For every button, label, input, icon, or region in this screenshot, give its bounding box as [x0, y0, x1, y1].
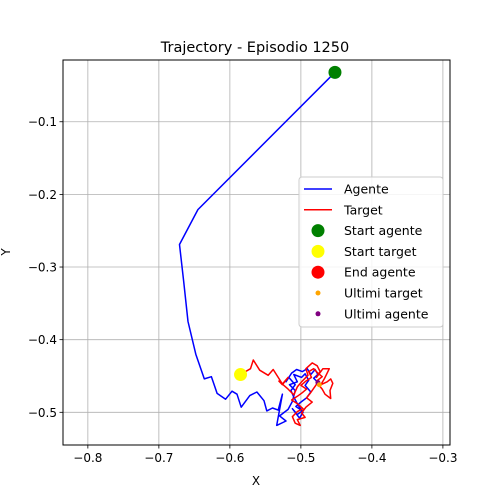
legend-label-end-agente: End agente	[344, 265, 416, 280]
legend-swatch-start-agente	[311, 224, 325, 238]
x-tick-label: −0.3	[428, 451, 457, 465]
legend-label-agente: Agente	[344, 182, 389, 197]
ultimi-target-marker	[316, 382, 322, 388]
chart-title: Trajectory - Episodio 1250	[160, 40, 349, 56]
legend-swatch-start-target	[311, 244, 325, 258]
legend-label-ultimi-target: Ultimi target	[344, 286, 423, 301]
x-tick-label: −0.7	[144, 451, 173, 465]
start-agente-marker	[328, 65, 342, 79]
legend-swatch-end-agente	[311, 265, 325, 279]
y-tick-label: −0.2	[28, 188, 57, 202]
grid-lines	[63, 60, 450, 445]
plot-frame	[62, 59, 451, 446]
plot-content	[178, 65, 342, 427]
legend-label-ultimi-agente: Ultimi agente	[344, 306, 429, 321]
x-tick-label: −0.8	[73, 451, 102, 465]
y-tick-label: −0.3	[28, 261, 57, 275]
start-target-marker	[234, 368, 248, 382]
legend-label-target: Target	[343, 202, 383, 217]
legend: Agente Target Start agente Start target End …	[298, 176, 444, 328]
legend-box	[298, 176, 444, 328]
agente-trajectory-line	[178, 71, 336, 427]
legend-label-start-target: Start target	[344, 244, 417, 259]
legend-swatch-ultimi-agente	[315, 311, 321, 317]
y-tick-label: −0.1	[28, 115, 57, 129]
x-tick-label: −0.4	[357, 451, 386, 465]
legend-label-start-agente: Start agente	[344, 223, 423, 238]
axis-ticks: −0.8 −0.7 −0.6 −0.5 −0.4 −0.3 −0.1 −0.2 −0.3 −0.4…	[28, 115, 458, 465]
target-trajectory-line	[240, 359, 334, 427]
y-tick-label: −0.5	[28, 406, 57, 420]
y-axis-label: Y	[0, 248, 13, 257]
y-tick-label: −0.4	[28, 333, 57, 347]
x-tick-label: −0.5	[286, 451, 315, 465]
x-tick-label: −0.6	[215, 451, 244, 465]
legend-swatch-ultimi-target	[315, 290, 321, 296]
x-axis-label: X	[252, 474, 260, 488]
